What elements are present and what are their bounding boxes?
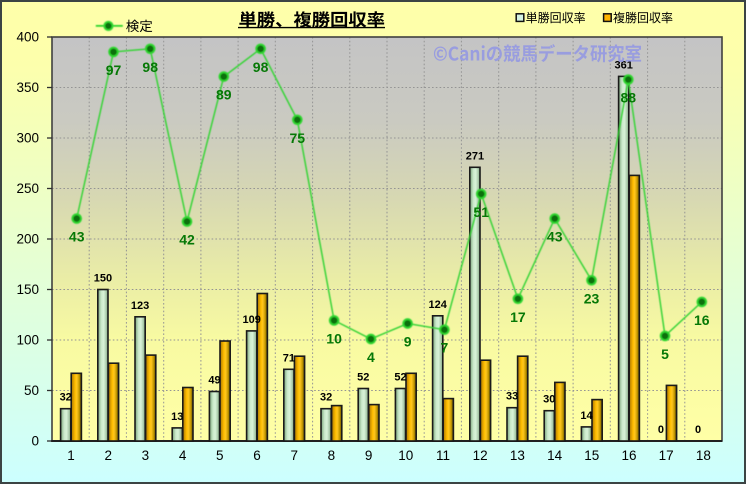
svg-text:300: 300 (16, 131, 39, 146)
svg-text:14: 14 (580, 410, 593, 422)
svg-text:7: 7 (441, 340, 449, 356)
svg-text:49: 49 (208, 375, 220, 387)
svg-text:400: 400 (16, 30, 39, 45)
svg-text:124: 124 (429, 299, 448, 311)
svg-text:17: 17 (659, 448, 674, 463)
svg-text:11: 11 (436, 448, 450, 463)
svg-text:51: 51 (473, 204, 489, 220)
svg-text:9: 9 (365, 448, 373, 463)
svg-text:8: 8 (328, 448, 336, 463)
svg-text:4: 4 (179, 448, 187, 463)
svg-text:0: 0 (695, 424, 701, 436)
svg-text:43: 43 (547, 229, 563, 245)
svg-text:9: 9 (404, 334, 412, 350)
svg-text:200: 200 (16, 232, 39, 247)
svg-text:0: 0 (658, 424, 664, 436)
svg-text:23: 23 (584, 290, 600, 306)
svg-text:10: 10 (398, 448, 413, 463)
svg-text:2: 2 (104, 448, 112, 463)
svg-text:3: 3 (142, 448, 150, 463)
svg-text:16: 16 (694, 312, 710, 328)
svg-text:14: 14 (547, 448, 563, 463)
svg-text:5: 5 (216, 448, 224, 463)
svg-text:71: 71 (283, 352, 295, 364)
svg-text:5: 5 (661, 346, 669, 362)
svg-text:350: 350 (16, 80, 39, 95)
svg-text:15: 15 (584, 448, 599, 463)
svg-text:17: 17 (510, 309, 526, 325)
svg-text:100: 100 (16, 333, 39, 348)
svg-text:89: 89 (216, 87, 232, 103)
svg-text:75: 75 (290, 130, 306, 146)
svg-text:109: 109 (243, 314, 261, 326)
svg-text:98: 98 (253, 59, 269, 75)
svg-text:32: 32 (60, 392, 72, 404)
svg-text:12: 12 (473, 448, 488, 463)
svg-text:43: 43 (69, 229, 85, 245)
svg-text:7: 7 (290, 448, 298, 463)
svg-text:97: 97 (106, 62, 122, 78)
svg-text:98: 98 (142, 59, 158, 75)
svg-text:10: 10 (326, 330, 342, 346)
svg-text:150: 150 (94, 273, 112, 285)
svg-text:52: 52 (394, 372, 406, 384)
svg-text:30: 30 (543, 394, 555, 406)
svg-text:52: 52 (357, 372, 369, 384)
svg-text:4: 4 (367, 349, 375, 365)
svg-text:16: 16 (621, 448, 636, 463)
svg-text:50: 50 (24, 383, 39, 398)
svg-text:0: 0 (31, 434, 39, 449)
svg-text:13: 13 (171, 411, 183, 423)
svg-text:6: 6 (253, 448, 261, 463)
svg-text:250: 250 (16, 181, 39, 196)
svg-text:42: 42 (179, 232, 195, 248)
svg-text:361: 361 (615, 59, 633, 71)
svg-text:13: 13 (510, 448, 525, 463)
svg-text:123: 123 (131, 300, 149, 312)
svg-text:1: 1 (67, 448, 75, 463)
svg-text:150: 150 (16, 282, 39, 297)
svg-text:33: 33 (506, 391, 518, 403)
svg-text:88: 88 (621, 90, 637, 106)
svg-text:271: 271 (466, 150, 484, 162)
svg-text:18: 18 (696, 448, 711, 463)
svg-text:32: 32 (320, 392, 332, 404)
